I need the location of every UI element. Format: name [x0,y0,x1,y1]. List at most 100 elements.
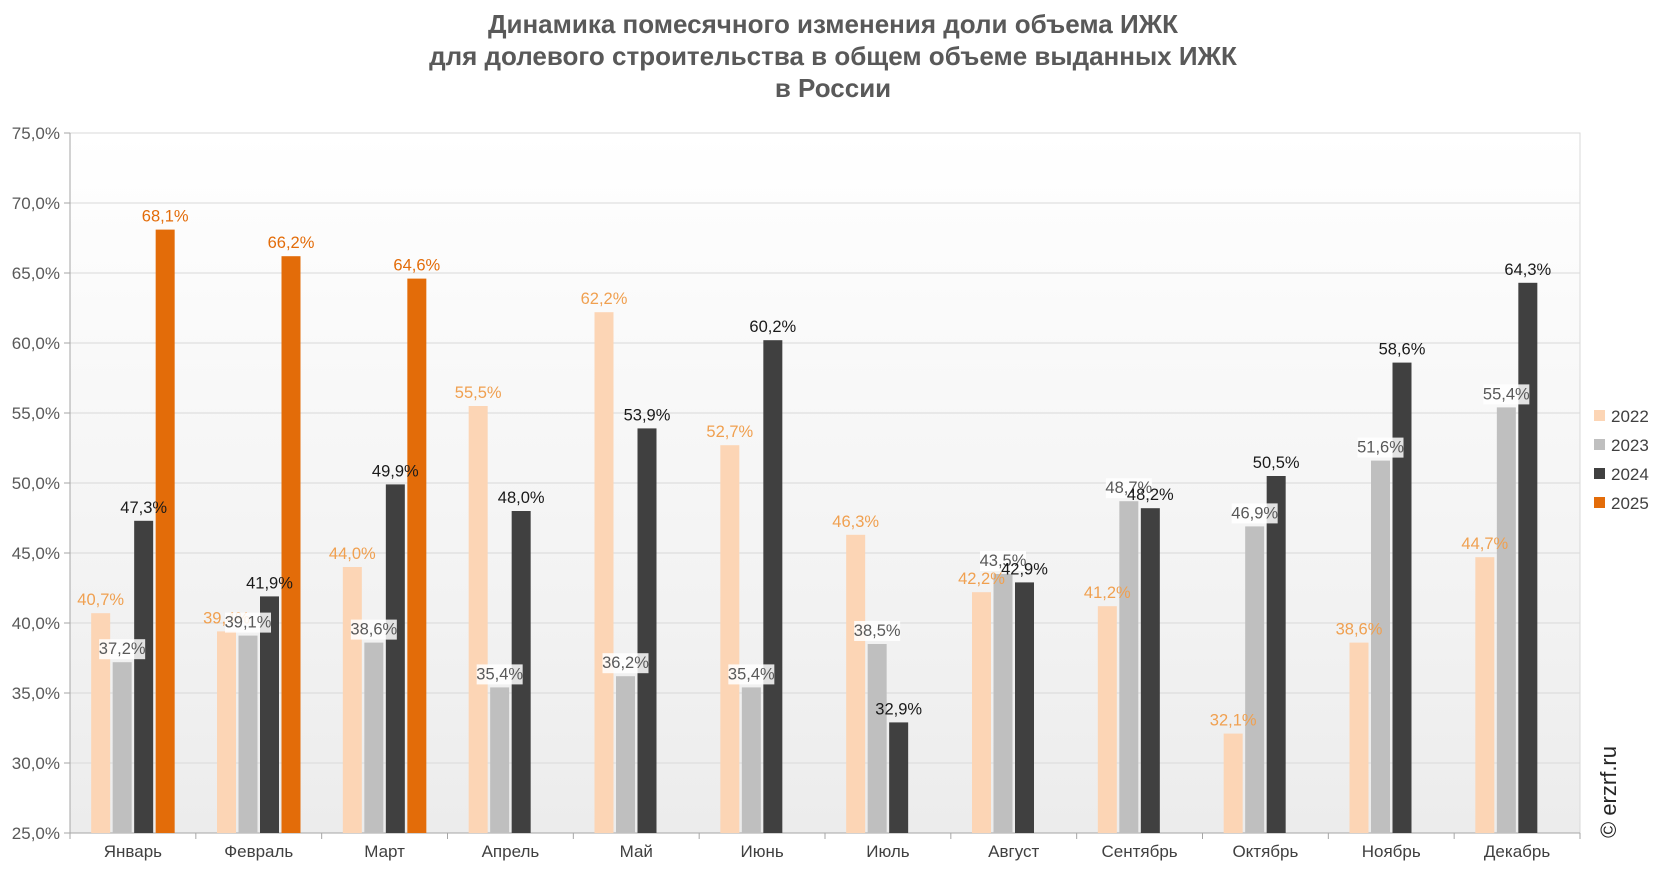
data-label-2022: 38,6% [1336,621,1383,639]
data-label-bg [980,551,1026,571]
data-label-2023: 38,6% [350,621,397,639]
legend-label-2023: 2023 [1611,436,1649,455]
data-label-bg [728,664,775,685]
data-labels: 40,7%37,2%47,3%68,1%39,4%39,1%41,9%66,2%… [77,208,1551,730]
chart-title-line-2: для долевого строительства в общем объем… [429,41,1237,71]
bar-2022 [1223,733,1243,833]
data-label-bg [225,612,271,633]
bar-2024 [134,520,154,833]
legend-label-2025: 2025 [1611,494,1649,513]
data-label-2025: 68,1% [142,208,189,226]
bar-2023 [112,662,132,833]
data-label-2022: 46,3% [832,513,879,531]
y-tick-label: 65,0% [12,264,60,283]
data-label-2022: 44,0% [329,545,376,563]
x-tick-label: Декабрь [1484,842,1550,861]
data-label-2024: 47,3% [120,499,167,517]
data-label-2023: 38,5% [854,622,901,640]
bar-2024 [1266,476,1286,833]
data-label-2024: 58,6% [1379,341,1426,359]
x-tick-label: Июль [866,842,910,861]
data-label-2025: 64,6% [393,257,440,275]
data-label-bg [1483,384,1530,405]
x-tick-label: Май [620,842,653,861]
data-label-2024: 50,5% [1253,454,1300,472]
x-tick-label: Октябрь [1232,842,1298,861]
chart-title: Динамика помесячного изменения доли объе… [0,8,1666,104]
data-label-2023: 39,1% [225,614,272,632]
bar-2023 [364,642,384,833]
data-label-2024: 48,0% [498,489,545,507]
y-tick-label: 45,0% [12,544,60,563]
data-label-2023: 55,4% [1483,385,1530,403]
bar-2024 [889,722,909,833]
x-tick-label: Апрель [482,842,540,861]
bar-2023 [1371,460,1390,833]
data-label-2023: 46,9% [1231,504,1278,522]
bar-2022 [720,445,740,833]
x-tick-label: Июнь [740,842,783,861]
bar-2023 [1119,501,1139,833]
data-label-bg [99,639,146,660]
copyright-text: © erzrf.ru [1596,746,1621,838]
bar-2024 [260,596,279,833]
bar-2023 [616,676,635,833]
data-label-2025: 66,2% [268,234,315,252]
data-label-2022: 40,7% [77,591,124,609]
data-label-2022: 32,1% [1210,712,1257,730]
data-label-2022: 62,2% [581,290,628,308]
data-label-bg [602,653,649,674]
bar-2022 [468,406,488,833]
y-tick-label: 60,0% [12,334,60,353]
data-label-2024: 41,9% [246,574,293,592]
data-label-bg [1231,503,1278,524]
legend-swatch-2023 [1594,439,1605,450]
bar-2023 [1496,407,1516,833]
y-tick-label: 40,0% [12,614,60,633]
bar-2023 [490,687,510,833]
bar-2022 [217,631,236,833]
x-tick-label: Март [364,842,405,861]
y-tick-label: 55,0% [12,404,60,423]
bar-2024 [1015,582,1034,833]
bar-2022 [1349,642,1369,833]
y-tick-label: 70,0% [12,194,60,213]
data-label-2023: 43,5% [980,552,1027,570]
legend-swatch-2025 [1594,497,1605,508]
data-label-2024: 64,3% [1504,261,1551,279]
data-label-2022: 41,2% [1084,584,1131,602]
x-tick-label: Февраль [224,842,293,861]
bar-2023 [741,687,761,833]
data-label-2023: 37,2% [99,640,146,658]
data-label-bg [854,621,901,641]
x-tick-label: Январь [104,842,162,861]
data-label-bg [1357,437,1404,458]
y-tick-label: 25,0% [12,824,60,843]
data-label-bg [1105,478,1152,499]
data-label-2024: 53,9% [624,406,671,424]
bars [91,229,1538,834]
bar-2022 [1475,557,1495,833]
bar-2022 [91,613,111,833]
bar-2023 [993,574,1013,833]
data-label-2023: 48,7% [1105,479,1152,497]
bar-2022 [972,592,991,833]
chart-title-line-3: в России [774,73,892,103]
bar-2024 [1140,508,1160,833]
data-label-2024: 32,9% [875,700,922,718]
bar-2025 [407,278,427,834]
x-tick-label: Август [988,842,1039,861]
bar-2023 [867,644,887,833]
y-tick-label: 50,0% [12,474,60,493]
data-label-2024: 49,9% [372,462,419,480]
bar-2024 [1518,282,1538,833]
data-label-bg [476,664,523,685]
bar-2024 [385,484,405,833]
data-label-2024: 48,2% [1127,486,1174,504]
x-tick-label: Сентябрь [1101,842,1177,861]
bar-2025 [281,256,301,833]
data-label-2022: 42,2% [958,570,1005,588]
data-label-bg [350,619,397,640]
data-label-2023: 35,4% [476,665,523,683]
data-label-2023: 51,6% [1357,439,1404,457]
